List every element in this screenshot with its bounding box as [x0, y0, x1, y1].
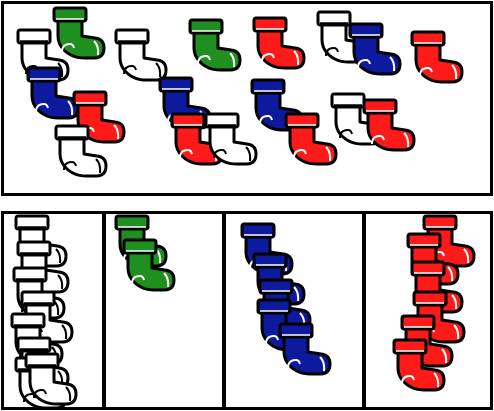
sock-blue[interactable]	[348, 22, 402, 76]
bin-sock-white[interactable]	[24, 352, 78, 406]
sock-green[interactable]	[52, 6, 106, 60]
sock-white[interactable]	[114, 28, 168, 82]
bin-sock-blue[interactable]	[278, 322, 332, 376]
sock-red[interactable]	[410, 30, 464, 84]
sock-white[interactable]	[204, 112, 258, 166]
bin-sock-green[interactable]	[122, 238, 176, 292]
bin-sock-red[interactable]	[392, 338, 446, 392]
sock-white[interactable]	[54, 124, 108, 178]
sock-red[interactable]	[284, 112, 338, 166]
sock-red[interactable]	[252, 16, 306, 70]
sock-green[interactable]	[188, 18, 242, 72]
sock-blue[interactable]	[26, 66, 80, 120]
sock-red[interactable]	[362, 98, 416, 152]
